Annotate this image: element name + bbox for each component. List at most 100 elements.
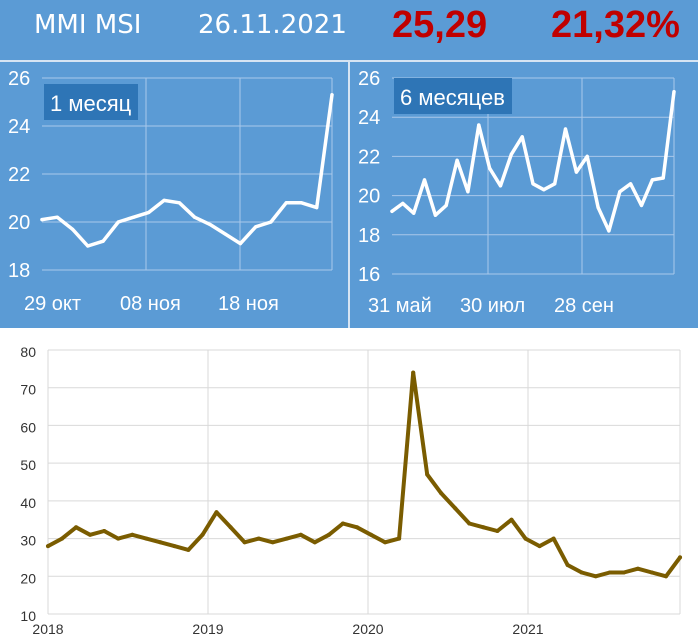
data-point [242,540,247,545]
data-point [186,547,191,552]
data-point [664,574,668,579]
x-tick-label: 29 окт [24,293,81,315]
data-point [444,203,448,207]
y-tick-label: 60 [20,419,36,435]
y-tick-label: 20 [358,186,380,208]
data-point [326,532,331,537]
x-tick-label: 2020 [352,621,383,637]
data-point [477,123,481,127]
data-point [531,182,535,186]
data-point [607,570,612,575]
x-tick-label: 18 ноя [218,293,279,315]
data-point [312,540,317,545]
data-point [158,540,163,545]
data-point [102,529,107,533]
x-tick-label: 2019 [192,621,223,637]
data-point [390,209,394,213]
data-point [498,184,503,188]
data-point [383,540,388,545]
x-tick-label: 30 июл [460,295,525,317]
data-point [116,536,121,541]
y-tick-label: 50 [20,457,36,473]
data-point [208,222,212,226]
y-tick-label: 24 [8,116,30,138]
x-tick-label: 2021 [512,621,543,637]
y-tick-label: 80 [20,344,36,360]
long-term-chart: 10 20 30 40 50 60 70 80 2018 2019 2020 2021 [20,344,682,637]
data-point [523,536,528,541]
data-point [593,574,598,579]
period-badge: 6 месяцев [394,78,512,114]
data-point [369,532,373,537]
series-line [40,93,334,248]
data-point [678,555,682,560]
period-badge-label: 6 месяцев [400,85,505,110]
data-point [299,201,304,205]
data-point [55,215,59,219]
data-point [200,532,205,537]
data-point [551,536,556,541]
data-point [509,152,513,156]
x-tick-label: 31 май [368,295,432,317]
data-point [585,154,589,158]
data-point [618,190,622,194]
y-tick-label: 40 [20,495,36,511]
data-point [40,218,44,222]
data-point [101,239,105,243]
data-point [635,566,640,571]
data-point [542,188,546,192]
data-point [607,229,611,233]
y-tick-label: 16 [358,264,380,286]
data-point [433,213,437,217]
data-point [70,227,75,231]
data-point [256,536,261,541]
data-point [425,472,430,477]
data-point [284,201,288,205]
data-point [330,93,334,97]
six-month-chart: 16 18 20 22 24 26 31 май 30 июл 28 сен 6 месяцев [358,68,676,317]
data-point [355,525,359,530]
y-tick-label: 26 [8,68,30,90]
data-point [270,540,275,545]
quote-date: 26.11.2021 [198,10,347,40]
data-point [672,90,676,94]
data-point [60,536,64,541]
data-point [411,370,416,375]
y-tick-label: 24 [358,107,380,129]
data-point [553,182,557,186]
data-point [162,198,166,202]
data-point [629,182,633,186]
data-point [439,491,444,496]
data-point [172,544,177,549]
ticker-title: MMI MSI [34,10,142,40]
data-point [88,532,93,537]
data-point [422,178,427,182]
data-point [412,211,416,215]
data-point [132,215,136,219]
data-point [269,220,273,224]
data-point [147,210,151,214]
index-change-percent: 21,32% [551,4,680,46]
data-point [574,170,578,174]
period-badge-bg [44,84,138,120]
index-value: 25,29 [392,4,488,46]
y-tick-label: 22 [358,146,380,168]
data-point [621,570,626,575]
data-point [596,205,600,209]
x-tick-label: 2018 [32,621,63,637]
y-tick-label: 22 [8,164,30,186]
data-point [453,506,458,511]
data-point [397,536,402,541]
y-tick-label: 30 [20,533,36,549]
y-tick-label: 20 [8,212,30,234]
header-divider [0,60,698,62]
data-point [193,215,197,219]
period-badge-bg [394,78,512,114]
data-point [223,232,227,236]
data-point [177,201,181,205]
period-badge-label: 1 месяц [50,91,132,116]
data-point [520,135,524,139]
data-point [467,521,472,526]
y-tick-label: 70 [20,382,36,398]
data-point [537,544,542,549]
